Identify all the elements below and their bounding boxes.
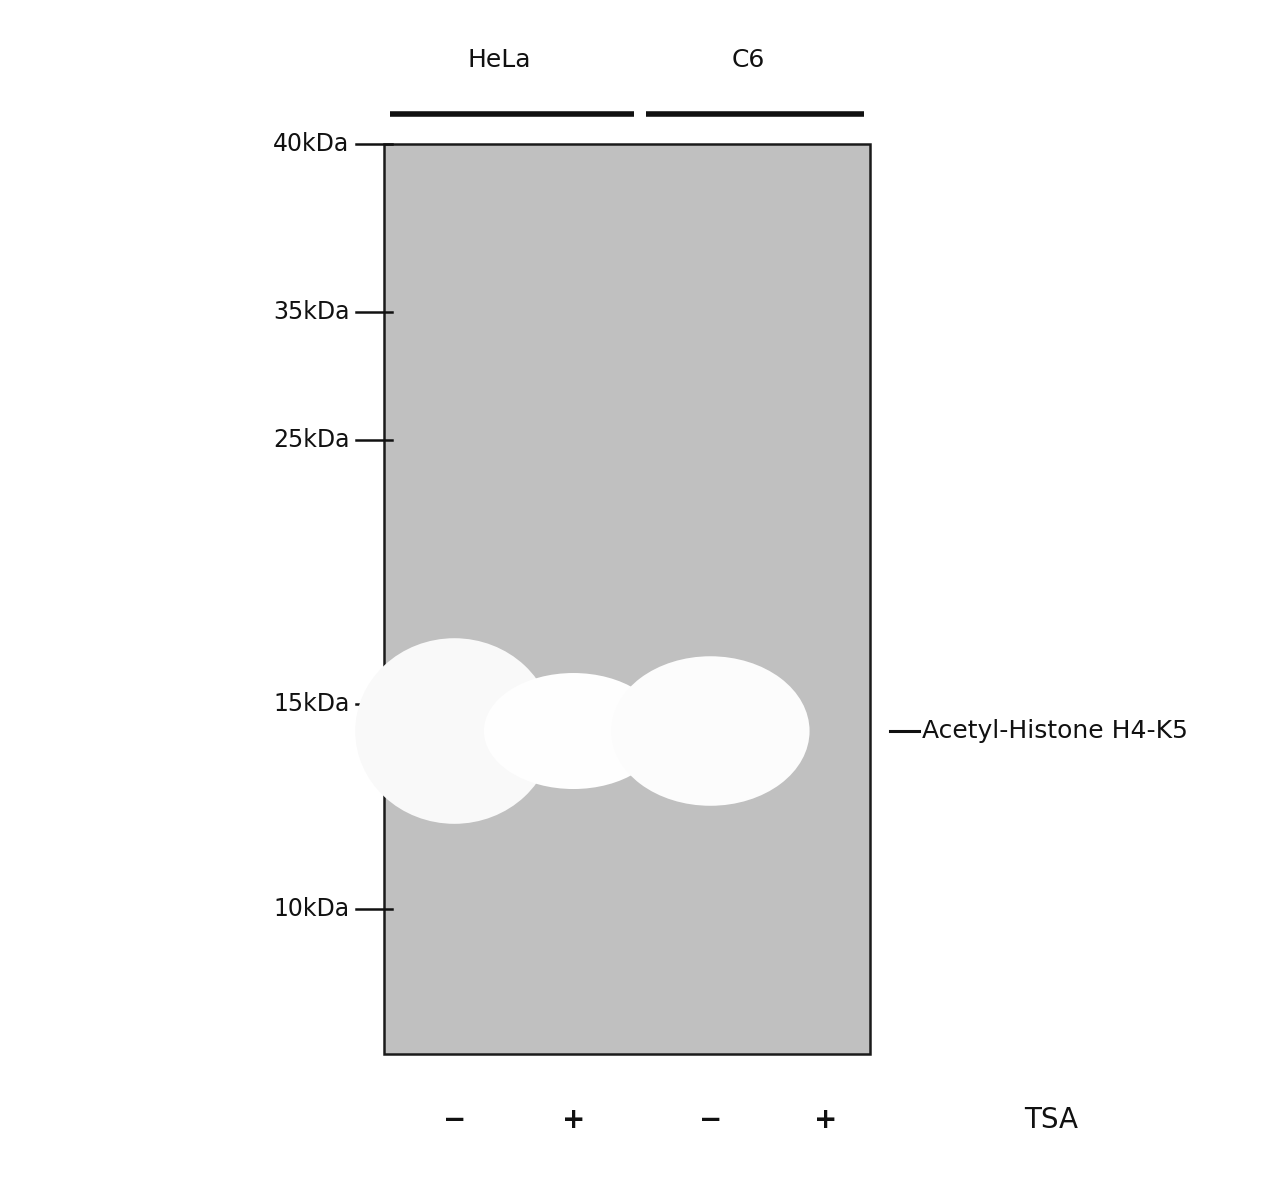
Ellipse shape [662,695,759,768]
Text: HeLa: HeLa [467,48,531,72]
Text: +: + [562,1106,585,1135]
Ellipse shape [622,665,799,798]
Ellipse shape [628,670,792,792]
Ellipse shape [502,685,645,778]
Text: +: + [814,1106,837,1135]
Ellipse shape [369,651,540,811]
Ellipse shape [495,680,652,781]
Ellipse shape [646,683,774,779]
Ellipse shape [649,684,772,778]
Ellipse shape [520,696,627,766]
Ellipse shape [387,667,522,794]
Ellipse shape [380,661,529,801]
Ellipse shape [527,702,620,761]
Text: TSA: TSA [1024,1106,1078,1135]
Ellipse shape [636,674,785,787]
Ellipse shape [384,665,525,797]
Ellipse shape [640,678,781,785]
Ellipse shape [530,703,617,760]
Ellipse shape [362,645,547,817]
Ellipse shape [486,674,660,788]
Ellipse shape [637,676,783,786]
Ellipse shape [393,673,516,788]
Ellipse shape [618,661,803,800]
Ellipse shape [364,647,545,816]
Ellipse shape [504,686,643,776]
Ellipse shape [356,639,553,824]
Ellipse shape [490,677,657,785]
Ellipse shape [620,662,801,799]
Ellipse shape [634,673,787,789]
Ellipse shape [366,648,543,813]
Text: 40kDa: 40kDa [273,132,349,156]
Ellipse shape [396,676,513,787]
Ellipse shape [372,655,536,807]
Ellipse shape [658,691,763,770]
Bar [384,144,870,1054]
Text: 10kDa: 10kDa [274,896,349,920]
Text: C6: C6 [732,48,765,72]
Ellipse shape [660,692,760,769]
Text: 15kDa: 15kDa [273,691,349,715]
Ellipse shape [655,690,765,773]
Ellipse shape [399,679,509,782]
Ellipse shape [631,671,790,791]
Ellipse shape [643,679,778,782]
Ellipse shape [406,685,503,776]
Text: 25kDa: 25kDa [273,428,349,452]
Ellipse shape [381,662,527,799]
Ellipse shape [498,682,649,780]
Ellipse shape [388,670,521,793]
Ellipse shape [652,686,769,776]
Ellipse shape [492,678,655,783]
Ellipse shape [371,653,538,810]
Ellipse shape [518,695,628,767]
Ellipse shape [402,682,507,780]
Ellipse shape [500,683,646,779]
Ellipse shape [360,642,549,819]
Ellipse shape [488,676,659,786]
Ellipse shape [526,700,621,762]
Ellipse shape [644,682,777,781]
Ellipse shape [613,658,808,804]
Ellipse shape [532,704,616,758]
Ellipse shape [484,673,663,789]
Ellipse shape [357,640,552,822]
Ellipse shape [506,688,641,775]
Ellipse shape [627,668,794,794]
Ellipse shape [509,690,637,773]
Ellipse shape [390,671,518,791]
Ellipse shape [404,684,504,779]
Ellipse shape [508,689,639,774]
Ellipse shape [512,691,635,772]
Ellipse shape [397,678,512,785]
Text: −: − [699,1106,722,1135]
Text: −: − [443,1106,466,1135]
Text: Acetyl-Histone H4-K5: Acetyl-Histone H4-K5 [922,719,1188,743]
Ellipse shape [516,694,631,768]
Ellipse shape [378,659,531,803]
Ellipse shape [522,697,625,764]
Ellipse shape [616,660,805,803]
Ellipse shape [524,698,623,763]
Ellipse shape [653,688,768,774]
Text: 35kDa: 35kDa [273,301,349,325]
Ellipse shape [494,679,653,782]
Ellipse shape [375,657,534,805]
Ellipse shape [664,696,756,766]
Ellipse shape [625,666,796,795]
Ellipse shape [408,688,500,774]
Ellipse shape [513,692,634,769]
Ellipse shape [612,657,809,806]
